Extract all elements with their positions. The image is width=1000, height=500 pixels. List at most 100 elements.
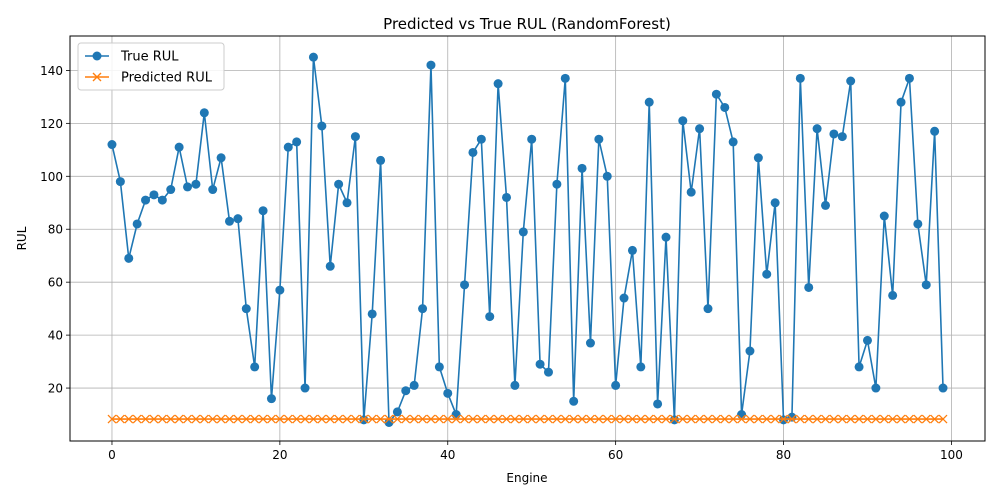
data-point [292,137,302,147]
data-point [812,414,822,424]
data-point [762,269,772,279]
data-point [308,414,318,424]
data-point [132,414,142,424]
data-point [695,124,705,134]
y-tick-label: 140 [40,64,63,78]
data-point [107,140,117,150]
data-point [535,359,545,369]
data-point [745,346,755,356]
data-point [225,414,234,424]
data-point [653,414,663,424]
data-point [787,414,797,424]
data-point [879,211,889,221]
data-point [644,414,654,424]
data-point [325,261,335,271]
data-point [753,153,763,163]
data-point [602,171,612,181]
data-point [821,414,830,424]
data-point [913,219,923,229]
data-point [795,414,805,424]
data-point [871,383,881,393]
data-point [157,414,167,424]
data-point [166,414,176,424]
series-line [111,56,944,424]
legend-marker-predicted-rul [92,72,102,82]
data-point [904,73,914,83]
data-point [141,414,151,424]
data-point [376,155,386,165]
data-point [678,116,688,126]
data-point [384,414,394,424]
data-point [544,414,553,424]
data-point [569,396,579,406]
data-point [384,417,394,427]
data-point [560,414,570,424]
data-point [585,338,595,348]
data-point [728,137,738,147]
data-point [376,414,386,424]
data-point [342,414,352,424]
data-point [510,414,520,424]
data-point [115,177,125,187]
data-point [888,290,898,300]
y-tick-label: 100 [40,170,63,184]
data-point [401,386,411,396]
data-point [535,414,545,424]
y-tick-label: 40 [48,329,63,343]
data-point [737,410,747,420]
data-point [443,388,453,398]
data-point [930,126,940,136]
data-point [711,89,721,99]
data-point [762,414,772,424]
data-point [107,414,117,424]
y-tick-label: 80 [48,223,63,237]
legend: True RUL Predicted RUL [77,42,225,91]
data-point [149,190,159,200]
data-point [476,414,486,424]
data-point [627,414,637,424]
data-point [250,414,260,424]
data-point [208,414,218,424]
data-point [846,76,856,86]
data-point [921,280,931,290]
data-point [602,414,612,424]
data-point [611,380,621,390]
data-point [829,129,839,139]
data-point [434,414,444,424]
data-point [426,60,436,70]
data-point [317,414,327,424]
data-point [560,73,570,83]
data-point [518,414,528,424]
data-point [879,414,889,424]
legend-label-true-rul: True RUL [120,50,179,65]
data-point [208,185,218,195]
data-point [577,163,587,173]
data-point [846,414,856,424]
data-point [502,414,511,424]
data-point [275,285,285,295]
plot-frame [69,35,986,442]
data-point [543,367,553,377]
data-point [350,132,360,142]
data-point [124,253,134,263]
data-point [485,312,495,322]
data-point [392,414,402,424]
data-point [854,414,864,424]
data-point [711,414,721,424]
y-tick-label: 20 [48,382,63,396]
y-tick-label: 60 [48,276,63,290]
data-point [250,362,260,372]
data-point [837,132,847,142]
data-point [434,362,444,372]
data-point [191,414,201,424]
data-point [795,73,805,83]
data-point [863,414,872,424]
data-point [258,206,268,216]
data-point [585,414,595,424]
data-point [493,414,503,424]
data-point [292,414,302,424]
data-point [938,414,948,424]
data-point [233,414,243,424]
data-point [611,414,621,424]
